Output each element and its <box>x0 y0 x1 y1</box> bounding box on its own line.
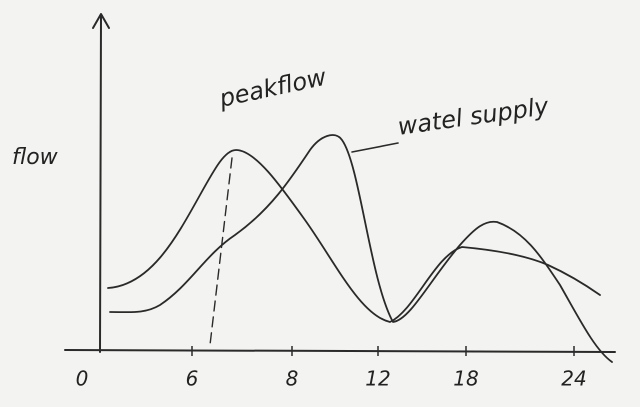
x-tick-label: 8 <box>286 367 299 391</box>
y-axis-arrow <box>92 13 110 29</box>
water-supply-curve <box>109 134 613 363</box>
y-axis <box>99 14 102 353</box>
x-tick-label: 6 <box>186 367 199 391</box>
leader-line <box>351 142 399 153</box>
x-tick-label: 18 <box>453 367 478 391</box>
peak-flow-curve <box>107 149 601 323</box>
x-tick-label: 24 <box>561 367 586 391</box>
y-axis-label: flow <box>12 145 59 170</box>
peak-dashed-line <box>209 157 233 346</box>
x-axis <box>64 349 616 353</box>
x-tick-label: 12 <box>365 367 390 391</box>
x-tick-label: 0 <box>76 367 89 391</box>
